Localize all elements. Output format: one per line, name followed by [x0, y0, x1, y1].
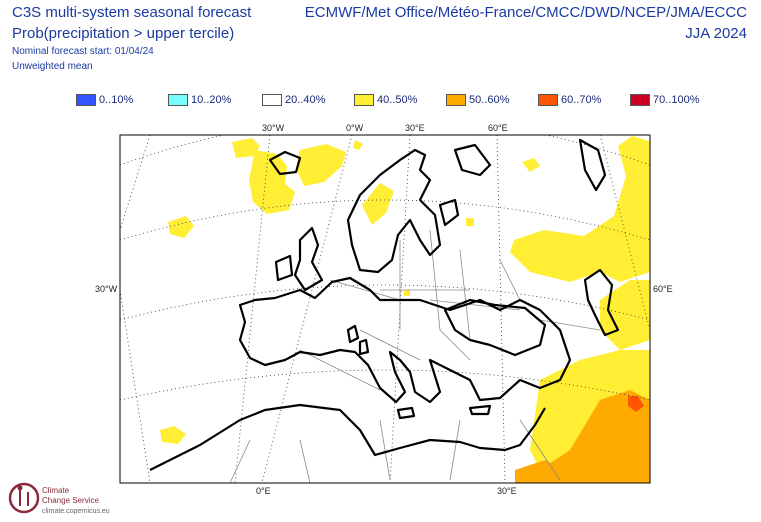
legend-swatch: [538, 94, 558, 106]
legend-label: 50..60%: [469, 94, 510, 106]
lon-label-right: 60°E: [653, 284, 673, 294]
copernicus-logo-icon: [8, 482, 40, 514]
legend-label: 20..40%: [285, 94, 326, 106]
legend-item: 50..60%: [446, 94, 509, 106]
legend-item: 70..100%: [630, 94, 699, 106]
lon-label-bottom: 30°E: [497, 486, 517, 496]
legend-label: 40..50%: [377, 94, 418, 106]
map-frame: [119, 134, 651, 484]
season-label: JJA 2024: [685, 25, 747, 42]
lon-label-top: 30°W: [262, 123, 285, 133]
weighting-note: Unweighted mean: [12, 61, 93, 72]
prob-50-60-areas: [515, 390, 650, 483]
brand-line-2: Change Service: [42, 496, 99, 505]
legend-item: 60..70%: [538, 94, 601, 106]
brand-line-1: Climate: [42, 486, 70, 495]
legend-swatch: [630, 94, 650, 106]
lon-label-left: 30°W: [95, 284, 118, 294]
legend-item: 0..10%: [76, 94, 133, 106]
legend-item: 20..40%: [262, 94, 325, 106]
legend-label: 60..70%: [561, 94, 602, 106]
title-line-2: Prob(precipitation > upper tercile): [12, 25, 235, 42]
legend-label: 0..10%: [99, 94, 134, 106]
forecast-start-note: Nominal forecast start: 01/04/24: [12, 46, 154, 57]
lon-label-top: 30°E: [405, 123, 425, 133]
legend-swatch: [446, 94, 466, 106]
legend-swatch: [262, 94, 282, 106]
lon-label-top: 0°W: [346, 123, 364, 133]
legend-swatch: [168, 94, 188, 106]
title-line-1: C3S multi-system seasonal forecast: [12, 4, 252, 21]
legend-item: 40..50%: [354, 94, 417, 106]
legend-swatch: [354, 94, 374, 106]
prob-60-70-areas: [628, 396, 644, 412]
models-list: ECMWF/Met Office/Météo-France/CMCC/DWD/N…: [304, 4, 747, 21]
legend-label: 10..20%: [191, 94, 232, 106]
lon-label-bottom: 0°E: [256, 486, 271, 496]
lon-label-top: 60°E: [488, 123, 508, 133]
legend-swatch: [76, 94, 96, 106]
country-borders: [229, 229, 601, 483]
coastlines: [149, 138, 620, 471]
graticule: [120, 135, 650, 483]
legend-item: 10..20%: [168, 94, 231, 106]
legend-label: 70..100%: [653, 94, 700, 106]
brand-url: climate.copernicus.eu: [42, 508, 110, 515]
